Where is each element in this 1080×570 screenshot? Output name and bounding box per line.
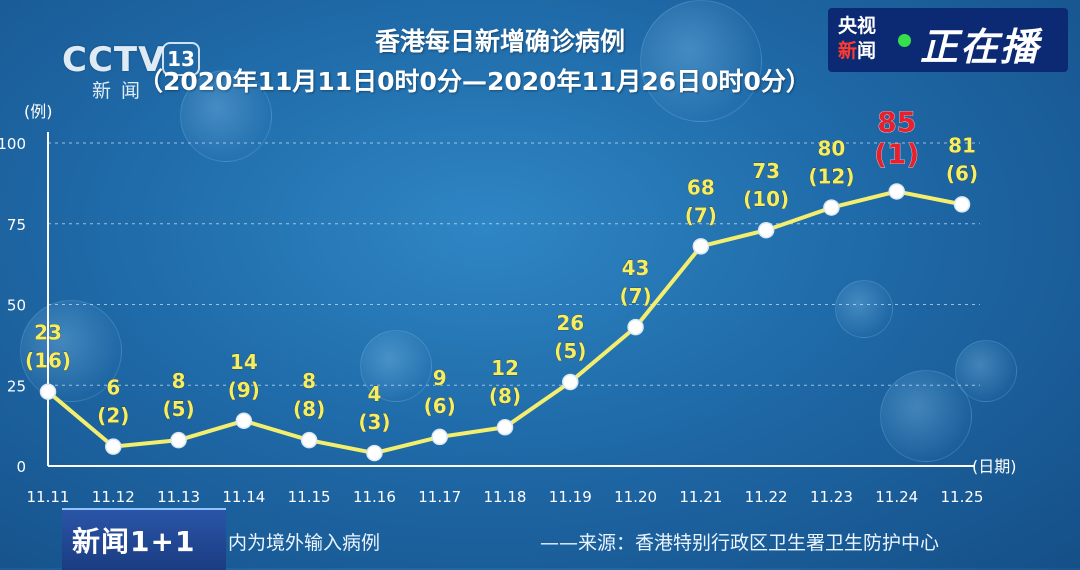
- imported-label: (5): [554, 339, 586, 363]
- x-tick-label: 11.11: [27, 488, 70, 506]
- data-label: 26: [556, 311, 584, 335]
- source-note: ——来源：香港特别行政区卫生署卫生防护中心: [540, 532, 940, 554]
- x-tick-label: 11.18: [484, 488, 527, 506]
- data-label: 73: [752, 159, 780, 183]
- live-brand-char-red: 新: [838, 40, 858, 62]
- cctv-logo: CCTV 13 新闻: [62, 40, 202, 102]
- x-tick-label: 11.13: [157, 488, 200, 506]
- imported-label: (6): [424, 394, 456, 418]
- data-point: [692, 238, 710, 255]
- data-label: 9: [433, 366, 447, 390]
- y-tick-label: 100: [0, 135, 26, 153]
- data-label: 23: [34, 321, 62, 345]
- footnote: 内为境外输入病例: [228, 532, 381, 554]
- data-label: 68: [687, 175, 715, 199]
- x-tick-label: 11.20: [614, 488, 657, 506]
- data-point: [300, 431, 318, 449]
- y-tick-label: 25: [7, 377, 26, 395]
- chart-title: 香港每日新增确诊病例: [374, 27, 625, 56]
- virus-decoration: [835, 280, 893, 338]
- x-tick-label: 11.14: [222, 488, 265, 506]
- imported-label: (2): [97, 404, 129, 428]
- data-label: 80: [818, 137, 846, 161]
- label-layer: 23 (16) 6 (2) 8 (5) 14 (9) 8 (8) 4 (3) 9 (6) 12 (8) 26 (5…: [25, 105, 979, 434]
- chart-subtitle: （2020年11月11日0时0分—2020年11月26日0时0分）: [138, 67, 811, 96]
- x-tick-label: 11.22: [745, 488, 788, 506]
- live-brand-char: 闻: [857, 40, 877, 62]
- x-tick-label: 11.21: [679, 488, 722, 506]
- data-point: [431, 428, 448, 446]
- data-point: [235, 412, 253, 430]
- data-label: 8: [172, 369, 186, 393]
- virus-decoration: [640, 0, 762, 122]
- imported-label: (3): [358, 410, 390, 434]
- logo-channel-number: 13: [162, 42, 200, 76]
- series-layer: [39, 183, 971, 462]
- data-label: 12: [491, 356, 519, 380]
- imported-label: (12): [808, 165, 854, 189]
- virus-decoration: [360, 330, 432, 402]
- data-label: 81: [948, 133, 976, 157]
- imported-label: (5): [162, 397, 194, 421]
- data-point: [627, 318, 644, 336]
- ticker-label: 新闻1+1: [72, 525, 196, 558]
- virus-decoration: [180, 70, 272, 162]
- x-tick-label: 11.17: [418, 488, 461, 506]
- x-axis-label: (日期): [972, 457, 1017, 476]
- imported-label: (16): [25, 349, 71, 373]
- imported-label: (1): [874, 137, 919, 170]
- imported-label: (10): [743, 187, 789, 211]
- x-tick-label: 11.12: [92, 488, 135, 506]
- logo-sub-text: 新闻: [92, 80, 151, 102]
- x-tick-label: 11.24: [875, 488, 918, 506]
- data-label: 14: [230, 350, 258, 374]
- data-point: [757, 221, 775, 239]
- grid-layer: [48, 142, 980, 386]
- x-tick-label: 11.15: [288, 488, 331, 506]
- imported-label: (8): [489, 384, 521, 408]
- imported-label: (7): [685, 203, 717, 227]
- live-text: 正在播: [920, 25, 1041, 69]
- live-brand: 央视 新闻: [838, 14, 898, 64]
- program-ticker: 新闻1+1: [62, 508, 226, 570]
- live-brand-line1: 央视: [838, 15, 877, 37]
- data-point: [366, 444, 383, 462]
- imported-label: (9): [228, 378, 260, 402]
- y-tick-label: 50: [7, 297, 26, 315]
- data-point: [105, 438, 122, 455]
- data-label: 4: [367, 382, 381, 406]
- data-point: [823, 199, 840, 216]
- data-point: [39, 383, 57, 400]
- virus-decoration: [955, 340, 1017, 402]
- live-dot-icon: [898, 34, 911, 47]
- data-point: [888, 183, 905, 200]
- y-axis-label: (例): [24, 102, 53, 121]
- data-label: 8: [302, 369, 316, 393]
- x-tick-label: 11.23: [810, 488, 853, 506]
- x-tick-label: 11.25: [941, 488, 984, 506]
- data-point: [170, 431, 187, 449]
- y-tick-label: 75: [7, 216, 26, 234]
- imported-label: (8): [293, 397, 325, 421]
- x-tick-label: 11.16: [353, 488, 396, 506]
- live-badge: 央视 新闻 正在播: [828, 8, 1068, 72]
- data-label: 43: [622, 256, 650, 280]
- data-point: [496, 418, 514, 436]
- x-tick-label: 11.19: [549, 488, 592, 506]
- live-brand-line2: 新闻: [838, 39, 898, 64]
- data-label: 6: [106, 376, 120, 400]
- data-point: [953, 196, 971, 213]
- data-label: 85: [877, 105, 916, 138]
- y-tick-label: 0: [16, 458, 26, 476]
- logo-main-text: CCTV: [62, 40, 166, 80]
- data-point: [562, 373, 579, 391]
- imported-label: (6): [946, 161, 978, 185]
- imported-label: (7): [619, 284, 651, 308]
- axis-layer: 0 25 50 75 100 (例) (日期) 11.11 11.12 11.13 11.14 11.…: [0, 102, 1017, 506]
